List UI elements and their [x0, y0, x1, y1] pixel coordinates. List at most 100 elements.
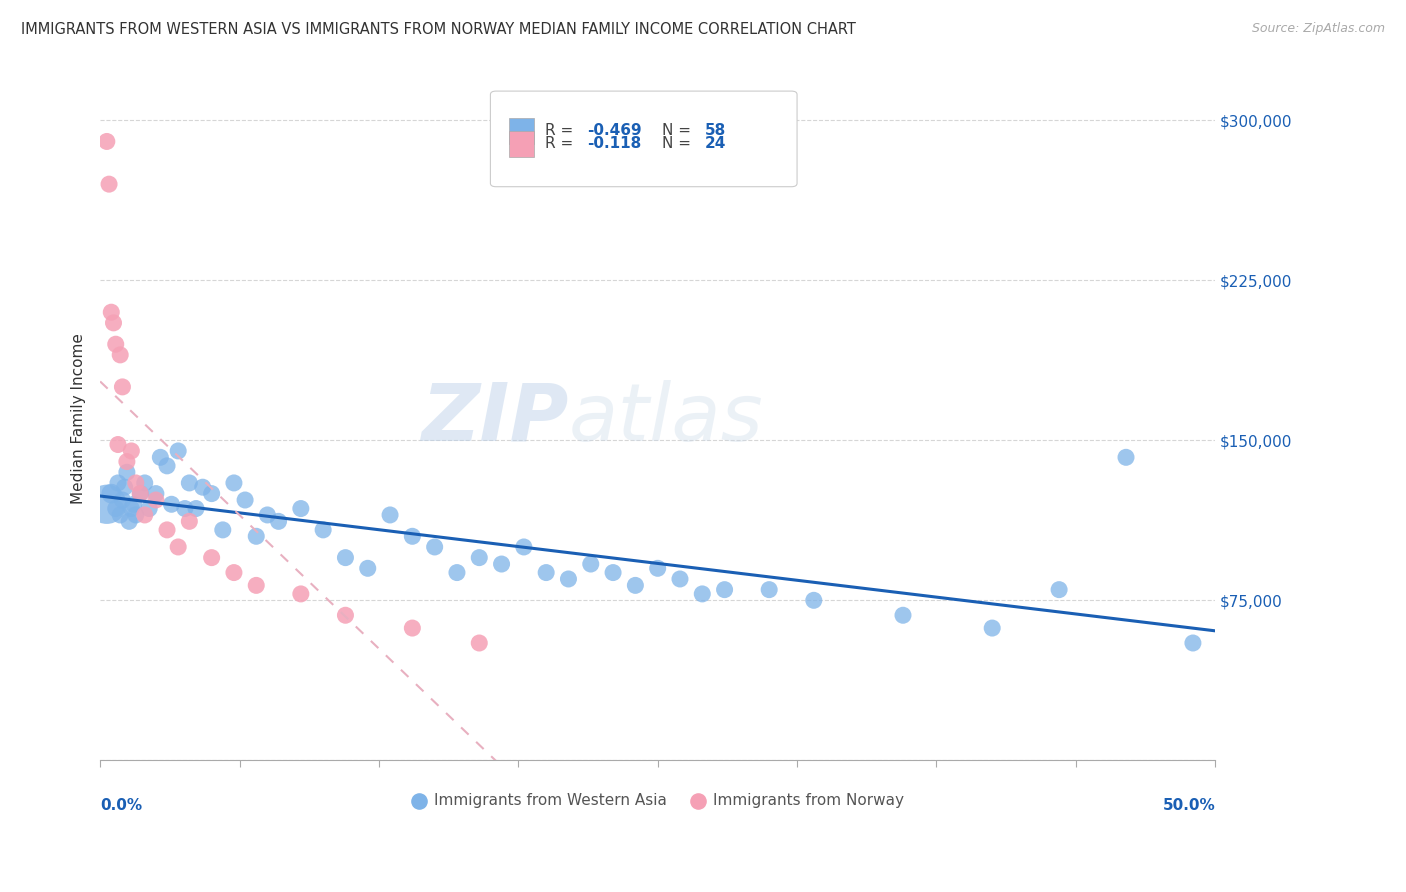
Point	[201, 550, 224, 565]
Point	[138, 501, 160, 516]
Point	[104, 501, 127, 516]
Point	[115, 454, 138, 468]
Point	[1181, 636, 1204, 650]
Point	[222, 566, 245, 580]
FancyBboxPatch shape	[509, 131, 534, 157]
Point	[602, 566, 624, 580]
Point	[120, 444, 142, 458]
Text: -0.469: -0.469	[588, 123, 643, 138]
Point	[173, 501, 195, 516]
Point	[446, 566, 468, 580]
Point	[534, 566, 557, 580]
Text: 24: 24	[704, 136, 725, 151]
Text: 58: 58	[704, 123, 725, 138]
Point	[184, 501, 207, 516]
Point	[579, 557, 602, 571]
Point	[981, 621, 1004, 635]
Point	[803, 593, 825, 607]
Point	[891, 608, 914, 623]
Point	[669, 572, 692, 586]
Point	[713, 582, 735, 597]
Point	[156, 523, 179, 537]
Point	[108, 348, 131, 362]
Point	[201, 486, 224, 500]
Point	[100, 305, 122, 319]
Point	[156, 458, 179, 473]
Point	[211, 523, 233, 537]
Point	[179, 475, 201, 490]
Point	[256, 508, 278, 522]
Point	[423, 540, 446, 554]
Point	[104, 337, 127, 351]
Legend: Immigrants from Western Asia, Immigrants from Norway: Immigrants from Western Asia, Immigrants…	[405, 787, 910, 814]
Point	[108, 508, 131, 522]
Text: 50.0%: 50.0%	[1163, 798, 1215, 813]
Point	[222, 475, 245, 490]
Point	[129, 486, 152, 500]
Point	[100, 486, 122, 500]
Point	[149, 450, 172, 465]
Text: IMMIGRANTS FROM WESTERN ASIA VS IMMIGRANTS FROM NORWAY MEDIAN FAMILY INCOME CORR: IMMIGRANTS FROM WESTERN ASIA VS IMMIGRAN…	[21, 22, 856, 37]
Text: ZIP: ZIP	[420, 380, 568, 458]
Point	[267, 514, 290, 528]
Point	[491, 557, 513, 571]
Point	[129, 486, 152, 500]
FancyBboxPatch shape	[509, 118, 534, 144]
Y-axis label: Median Family Income: Median Family Income	[72, 334, 86, 504]
Point	[513, 540, 536, 554]
Text: R =: R =	[546, 123, 578, 138]
Point	[191, 480, 214, 494]
Text: 0.0%: 0.0%	[100, 798, 142, 813]
Point	[468, 636, 491, 650]
Point	[290, 587, 312, 601]
Point	[245, 529, 267, 543]
Point	[120, 501, 142, 516]
Point	[160, 497, 183, 511]
Point	[114, 480, 136, 494]
Point	[111, 380, 134, 394]
Point	[134, 508, 156, 522]
Point	[647, 561, 669, 575]
Point	[96, 497, 118, 511]
Point	[335, 550, 357, 565]
Text: N =: N =	[662, 136, 696, 151]
Point	[167, 444, 190, 458]
Point	[107, 475, 129, 490]
Point	[557, 572, 579, 586]
Point	[1115, 450, 1137, 465]
Text: atlas: atlas	[568, 380, 763, 458]
Point	[145, 493, 167, 508]
Point	[96, 135, 118, 149]
Point	[115, 465, 138, 479]
Point	[125, 508, 148, 522]
Text: R =: R =	[546, 136, 578, 151]
Point	[134, 475, 156, 490]
Point	[401, 529, 423, 543]
Point	[468, 550, 491, 565]
Point	[290, 501, 312, 516]
Point	[312, 523, 335, 537]
Point	[335, 608, 357, 623]
Point	[167, 540, 190, 554]
Point	[103, 316, 125, 330]
Point	[1047, 582, 1070, 597]
Point	[758, 582, 780, 597]
Point	[690, 587, 713, 601]
Point	[122, 497, 145, 511]
Point	[118, 514, 141, 528]
Text: -0.118: -0.118	[588, 136, 641, 151]
Point	[233, 493, 256, 508]
Point	[98, 177, 121, 191]
Point	[357, 561, 380, 575]
Text: N =: N =	[662, 123, 696, 138]
Point	[401, 621, 423, 635]
Text: Source: ZipAtlas.com: Source: ZipAtlas.com	[1251, 22, 1385, 36]
Point	[378, 508, 401, 522]
FancyBboxPatch shape	[491, 91, 797, 186]
Point	[145, 486, 167, 500]
Point	[111, 493, 134, 508]
Point	[179, 514, 201, 528]
Point	[125, 475, 148, 490]
Point	[107, 437, 129, 451]
Point	[624, 578, 647, 592]
